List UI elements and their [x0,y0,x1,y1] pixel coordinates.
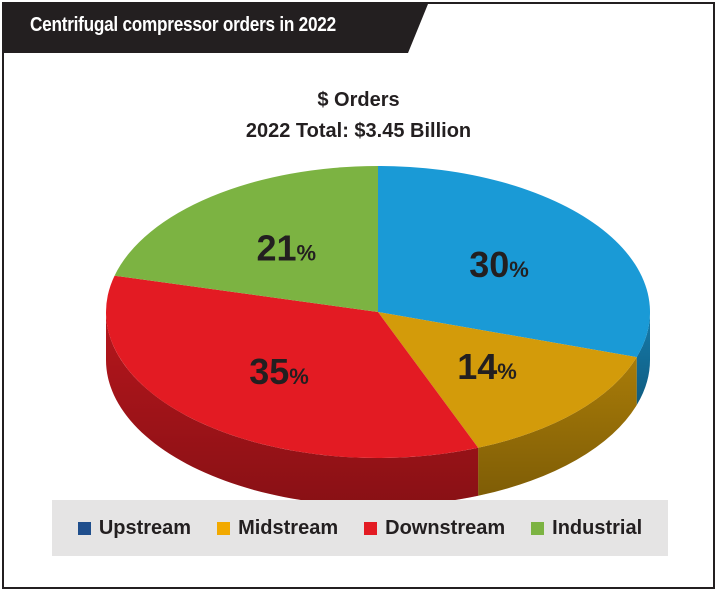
legend-item-industrial: Industrial [531,517,642,540]
legend-swatch-industrial [531,521,545,535]
title-bar: Centrifugal compressor orders in 2022 [0,0,428,55]
pie-label-industrial: 21% [257,228,317,269]
title-bar-background [4,4,428,53]
legend-swatch-downstream [364,521,378,535]
page-title: Centrifugal compressor orders in 2022 [30,14,336,36]
pie-side-shade-downstream [106,312,479,500]
legend-item-midstream: Midstream [217,517,338,540]
pie-slice-midstream [378,312,637,448]
legend-swatch-upstream [77,521,91,535]
chart-subtitle: 2022 Total: $3.45 Billion [245,120,472,142]
pie-side-shade-upstream [636,312,650,406]
pie-slice-upstream [378,166,650,358]
pie-chart: 30% 14% 35% 21% [105,166,650,500]
legend-swatch-midstream [217,521,231,535]
pie-side-shade-midstream [478,357,637,496]
pie-label-midstream: 14% [457,346,517,387]
pie-label-downstream: 35% [249,351,309,392]
legend: Upstream Midstream Downstream Industrial [52,500,668,556]
legend-label-industrial: Industrial [552,516,643,539]
chart-title: $ Orders [317,89,400,111]
legend-label-midstream: Midstream [238,516,339,539]
pie-slice-downstream [105,275,479,459]
legend-item-downstream: Downstream [364,517,505,540]
legend-label-downstream: Downstream [385,516,506,539]
pie-label-upstream: 30% [469,244,529,285]
pie-slice-industrial [114,166,378,312]
legend-label-upstream: Upstream [98,516,192,539]
legend-item-upstream: Upstream [77,516,192,540]
